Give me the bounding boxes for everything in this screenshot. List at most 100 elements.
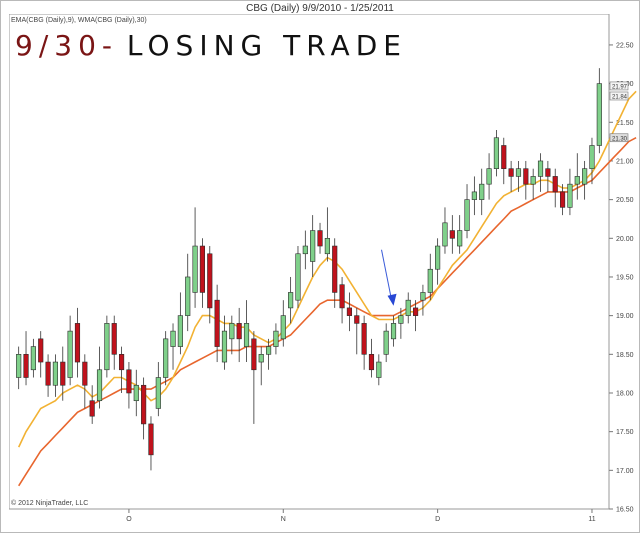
candle-up	[464, 199, 470, 231]
candle-up	[310, 230, 316, 262]
x-tick-label: O	[126, 516, 132, 523]
last-value-label: 21.97	[612, 84, 628, 90]
candle-up	[486, 168, 492, 185]
last-value-label: 21.84	[612, 94, 628, 100]
candle-down	[354, 315, 360, 324]
plot-border	[9, 14, 610, 510]
candle-up	[265, 346, 272, 355]
candle-up	[295, 253, 301, 301]
candle-up	[170, 330, 176, 347]
candle-up	[67, 330, 73, 378]
candle-down	[449, 230, 455, 239]
x-tick-label: 11	[588, 516, 595, 523]
candle-up	[574, 176, 580, 185]
indicator-legend: EMA(CBG (Daily),9), WMA(CBG (Daily),30)	[11, 17, 147, 24]
candle-down	[118, 354, 125, 371]
y-tick-label: 21.00	[616, 158, 634, 165]
candle-down	[82, 361, 88, 386]
candle-up	[52, 361, 59, 386]
last-value-label: 21.30	[612, 136, 628, 142]
candle-down	[501, 145, 507, 169]
candle-down	[45, 361, 51, 386]
y-tick-label: 22.50	[616, 42, 634, 49]
candle-up	[383, 330, 389, 355]
candle-down	[368, 354, 375, 371]
candle-up	[390, 323, 397, 340]
candle-up	[288, 292, 294, 309]
candle-down	[251, 338, 257, 371]
chart-title: CBG (Daily) 9/9/2010 - 1/25/2011	[246, 3, 394, 14]
candle-up	[435, 245, 441, 270]
candle-down	[508, 168, 514, 177]
candle-up	[192, 245, 198, 293]
candle-down	[523, 168, 529, 185]
candle-down	[317, 230, 323, 247]
candle-down	[199, 245, 206, 293]
banner-dash: -	[101, 29, 112, 62]
candle-up	[16, 354, 22, 378]
x-tick-label: N	[281, 516, 286, 523]
banner-title: 9/30- LOSING TRADE	[15, 29, 407, 63]
candle-down	[559, 191, 566, 208]
x-tick-label: D	[435, 516, 440, 523]
candle-down	[60, 361, 66, 386]
price-chart: 16.50 17.00 17.50 18.00 18.50 19.00 19.50 20.00…	[9, 14, 637, 523]
candle-up	[582, 168, 588, 185]
y-tick-label: 17.00	[616, 468, 634, 475]
candle-up	[589, 145, 595, 169]
candle-up	[229, 323, 235, 340]
candle-up	[258, 354, 264, 363]
candle-up	[155, 377, 161, 409]
last-value-box	[609, 81, 629, 91]
candle-up	[442, 222, 448, 247]
candle-up	[30, 346, 36, 371]
candle-down	[126, 369, 132, 394]
candle-down	[74, 323, 81, 363]
y-tick-label: 16.50	[616, 507, 634, 514]
candle-up	[104, 323, 110, 371]
candle-down	[361, 323, 367, 355]
candle-up	[302, 245, 308, 255]
candle-down	[545, 168, 551, 177]
copyright: © 2012 NinjaTrader, LLC	[11, 500, 89, 507]
candle-up	[537, 160, 544, 177]
y-tick-label: 18.00	[616, 390, 634, 397]
candle-down	[148, 423, 154, 456]
candle-up	[280, 315, 286, 340]
candle-up	[479, 183, 485, 200]
candle-down	[111, 323, 117, 355]
wma-line	[18, 136, 637, 487]
y-tick-label: 18.50	[616, 352, 634, 359]
candle-up	[273, 330, 279, 347]
candle-up	[427, 268, 433, 293]
candle-down	[207, 253, 213, 309]
candle-up	[530, 176, 536, 185]
candle-down	[23, 354, 29, 378]
banner-text: LOSING TRADE	[126, 29, 407, 62]
candle-down	[214, 299, 220, 347]
candle-up	[405, 299, 411, 316]
candle-down	[412, 307, 419, 316]
entry-arrow-line	[381, 249, 393, 300]
y-tick-label: 19.00	[616, 313, 634, 320]
candle-down	[141, 384, 147, 425]
banner-date: 9/30	[15, 29, 102, 62]
candle-up	[133, 384, 139, 402]
y-tick-label: 20.50	[616, 197, 634, 204]
candle-up	[596, 83, 602, 146]
candle-up	[96, 369, 103, 402]
candle-up	[471, 191, 477, 200]
y-tick-label: 19.50	[616, 274, 634, 281]
candle-up	[515, 168, 522, 177]
candle-down	[38, 338, 44, 363]
candle-down	[236, 323, 242, 340]
candle-up	[177, 315, 183, 347]
candle-up	[493, 137, 500, 169]
candle-up	[398, 315, 404, 324]
candle-up	[243, 323, 250, 347]
candle-up	[221, 330, 228, 363]
y-tick-label: 17.50	[616, 429, 634, 436]
candle-up	[567, 183, 573, 208]
candle-down	[332, 245, 338, 293]
candle-up	[163, 338, 169, 378]
